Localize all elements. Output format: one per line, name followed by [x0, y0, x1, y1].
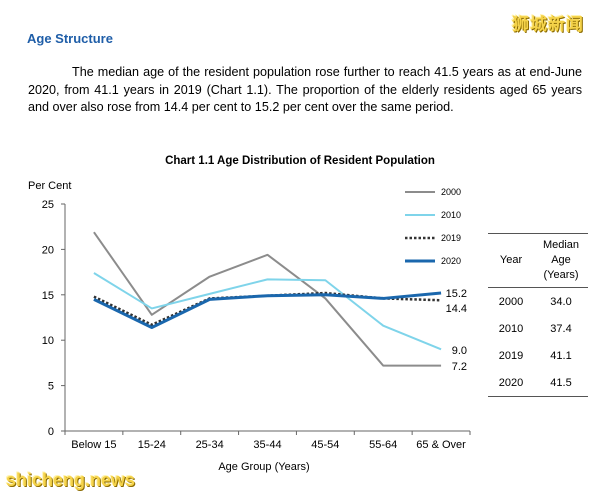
x-tick-label: 15-24 — [138, 439, 166, 451]
y-axis-label: Per Cent — [28, 180, 71, 192]
x-tick-label: 55-64 — [369, 439, 397, 451]
x-tick-label: 35-44 — [253, 439, 281, 451]
table-cell-year: 2020 — [488, 369, 534, 397]
table-row: 2020 41.5 — [488, 369, 588, 397]
chart-title: Chart 1.1 Age Distribution of Resident P… — [165, 155, 435, 167]
y-tick-label: 10 — [42, 335, 54, 347]
legend-label-2000: 2000 — [441, 187, 461, 197]
legend-label-2019: 2019 — [441, 233, 461, 243]
series-line-2020 — [93, 291, 442, 329]
table-cell-median: 41.1 — [550, 349, 572, 362]
table-row: 2010 37.4 — [488, 315, 588, 342]
y-tick-label: 25 — [42, 199, 54, 211]
table-cell-median: 41.5 — [534, 369, 588, 397]
x-axis-label: Age Group (Years) — [218, 461, 309, 473]
table-header-median-age: Median Age (Years) — [534, 233, 588, 288]
table-row: 2000 34.0 — [488, 288, 588, 316]
table-cell-year: 2019 — [498, 349, 524, 362]
x-tick-label: 25-34 — [196, 439, 224, 451]
x-tick-label: 65 & Over — [416, 439, 466, 451]
end-label-2019: 14.4 — [446, 303, 467, 315]
legend-label-2020: 2020 — [441, 256, 461, 266]
end-label-2000: 7.2 — [452, 361, 467, 373]
table-row: 2019 41.1 — [488, 342, 588, 369]
y-tick-label: 15 — [42, 290, 54, 302]
end-label-2010: 9.0 — [452, 345, 467, 357]
table-cell-year: 2010 — [498, 322, 524, 335]
legend-label-2010: 2010 — [441, 210, 461, 220]
x-tick-label: 45-54 — [311, 439, 339, 451]
watermark-chinese: 狮城新闻 — [512, 15, 584, 34]
table-header-year: Year — [488, 233, 534, 288]
y-tick-label: 20 — [42, 244, 54, 256]
section-title: Age Structure — [27, 31, 113, 46]
end-label-2020: 15.2 — [446, 288, 467, 300]
table-cell-median: 34.0 — [550, 295, 572, 308]
table-cell-median: 37.4 — [550, 322, 572, 335]
watermark-site: shicheng.news — [6, 470, 136, 490]
series-line-2000 — [93, 231, 442, 367]
y-tick-label: 0 — [48, 426, 54, 438]
y-tick-label: 5 — [48, 381, 54, 393]
body-paragraph: The median age of the resident populatio… — [28, 65, 582, 114]
table-cell-year: 2000 — [498, 295, 524, 308]
x-tick-label: Below 15 — [71, 439, 116, 451]
series-line-2010 — [93, 272, 442, 351]
median-age-table: Year Median Age (Years) 2000 34.0 2010 37.… — [488, 233, 588, 397]
